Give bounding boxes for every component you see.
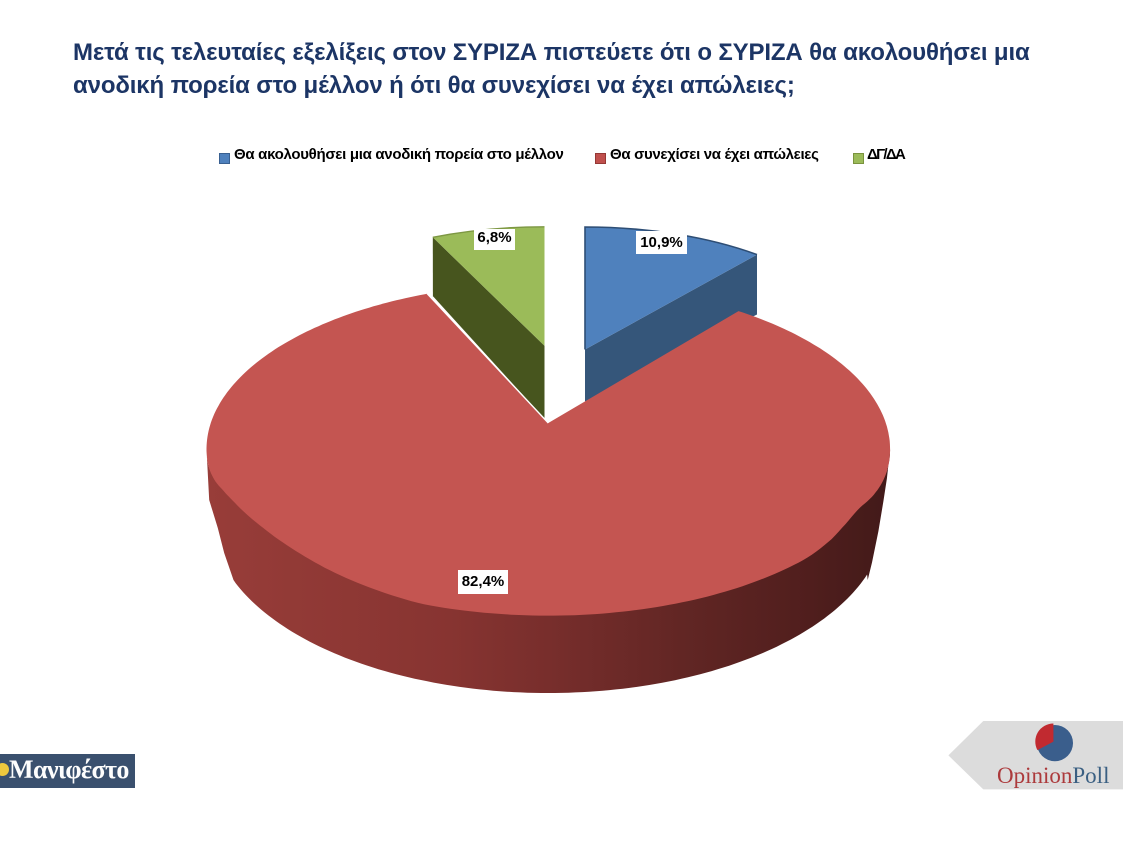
svg-text:OpinionPoll: OpinionPoll (997, 763, 1109, 788)
